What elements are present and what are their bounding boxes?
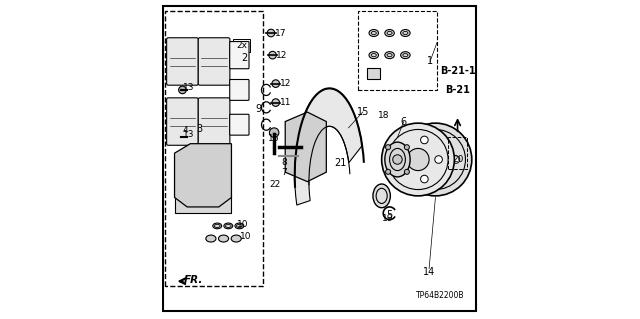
Circle shape	[435, 156, 442, 163]
Ellipse shape	[373, 184, 390, 208]
Text: 4: 4	[183, 126, 188, 135]
Text: 6: 6	[401, 116, 407, 127]
Text: 13: 13	[183, 83, 195, 92]
Text: 21: 21	[334, 158, 347, 168]
Circle shape	[415, 144, 422, 151]
Text: 16: 16	[268, 134, 280, 143]
Circle shape	[452, 156, 460, 163]
Polygon shape	[175, 144, 232, 207]
Circle shape	[438, 175, 445, 183]
Ellipse shape	[213, 223, 221, 229]
Text: 20: 20	[452, 155, 463, 164]
FancyBboxPatch shape	[230, 114, 249, 135]
Circle shape	[269, 128, 279, 137]
Ellipse shape	[218, 235, 228, 242]
Ellipse shape	[385, 52, 394, 59]
Circle shape	[381, 123, 454, 196]
Circle shape	[407, 148, 429, 171]
Ellipse shape	[235, 223, 244, 229]
Ellipse shape	[385, 30, 394, 36]
Text: 22: 22	[269, 180, 281, 189]
Circle shape	[272, 99, 280, 106]
Circle shape	[399, 123, 472, 196]
Text: 7: 7	[282, 168, 287, 177]
Text: 9: 9	[255, 104, 261, 114]
Circle shape	[415, 168, 422, 175]
Circle shape	[420, 175, 428, 183]
Circle shape	[404, 145, 410, 150]
FancyBboxPatch shape	[198, 38, 230, 85]
FancyBboxPatch shape	[230, 79, 249, 100]
Text: 11: 11	[280, 98, 291, 107]
Text: TP64B2200B: TP64B2200B	[416, 291, 465, 300]
Circle shape	[272, 80, 280, 87]
Polygon shape	[294, 88, 362, 205]
Bar	[233, 39, 250, 52]
Text: 10: 10	[237, 220, 248, 229]
Circle shape	[438, 136, 445, 144]
Circle shape	[299, 130, 313, 144]
Circle shape	[207, 167, 225, 184]
Text: 10: 10	[240, 233, 252, 241]
FancyBboxPatch shape	[166, 38, 198, 85]
Text: 5: 5	[386, 211, 392, 220]
Text: FR.: FR.	[184, 275, 204, 285]
Ellipse shape	[369, 52, 378, 59]
Circle shape	[179, 134, 186, 141]
Circle shape	[397, 168, 405, 175]
Text: 12: 12	[280, 79, 291, 88]
FancyBboxPatch shape	[230, 41, 249, 69]
Circle shape	[424, 148, 447, 171]
FancyBboxPatch shape	[198, 98, 230, 145]
Circle shape	[267, 29, 275, 37]
Text: 15: 15	[356, 107, 369, 117]
Circle shape	[385, 145, 390, 150]
FancyBboxPatch shape	[166, 98, 198, 145]
Text: 17: 17	[275, 28, 286, 38]
Circle shape	[404, 169, 410, 174]
Text: B-21-1: B-21-1	[440, 66, 476, 76]
Circle shape	[269, 51, 276, 59]
Text: 19: 19	[381, 214, 393, 223]
Text: 2: 2	[242, 53, 248, 63]
Ellipse shape	[231, 235, 241, 242]
Circle shape	[179, 86, 186, 94]
Ellipse shape	[224, 223, 233, 229]
Text: 8: 8	[282, 158, 287, 167]
Text: 3: 3	[196, 124, 203, 135]
Circle shape	[397, 144, 405, 151]
Ellipse shape	[401, 30, 410, 36]
Text: 2x: 2x	[236, 41, 248, 49]
Ellipse shape	[385, 142, 410, 177]
Text: 1: 1	[427, 56, 433, 66]
Circle shape	[185, 167, 202, 184]
Text: 12: 12	[276, 51, 288, 60]
Ellipse shape	[401, 52, 410, 59]
Text: 14: 14	[423, 267, 435, 277]
Bar	[367, 68, 380, 79]
Text: 18: 18	[378, 111, 389, 120]
Text: 13: 13	[183, 130, 195, 139]
Bar	[175, 194, 232, 213]
Circle shape	[385, 169, 390, 174]
Ellipse shape	[369, 30, 378, 36]
Circle shape	[393, 155, 402, 164]
Circle shape	[420, 136, 428, 144]
Circle shape	[299, 152, 313, 167]
Polygon shape	[285, 112, 326, 182]
Text: B-21: B-21	[445, 85, 470, 95]
Ellipse shape	[206, 235, 216, 242]
